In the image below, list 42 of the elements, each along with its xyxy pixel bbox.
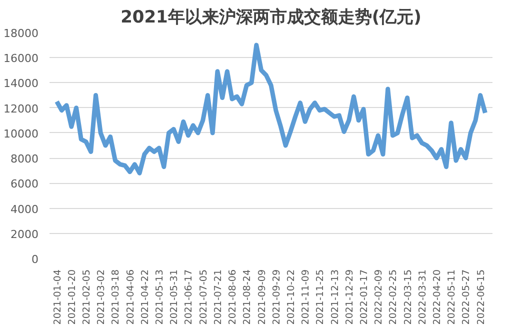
x-tick-label: 2021-11-09: [300, 269, 312, 325]
x-tick-label: 2021-12-13: [330, 269, 341, 325]
x-tick-label: 2021-11-25: [315, 269, 326, 325]
x-tick-label: 2022-06-15: [476, 269, 487, 325]
y-tick-label: 10000: [4, 127, 39, 140]
y-tick-label: 8000: [10, 152, 39, 166]
y-tick-label: 18000: [4, 27, 39, 40]
x-tick-label: 2021-10-22: [286, 269, 297, 325]
x-tick-label: 2021-09-09: [256, 269, 268, 325]
x-tick-label: 2021-07-05: [198, 269, 210, 325]
x-tick-label: 2022-03-15: [402, 269, 414, 325]
x-tick-label: 2022-04-20: [432, 269, 444, 325]
x-tick-label: 2021-03-18: [110, 269, 122, 325]
x-tick-label: 2021-01-20: [66, 269, 78, 325]
x-tick-label: 2022-03-31: [417, 269, 428, 325]
x-tick-label: 2021-12-29: [344, 269, 356, 325]
x-tick-label: 2021-06-17: [184, 269, 195, 325]
x-tick-label: 2021-05-31: [169, 269, 180, 325]
x-tick-label: 2022-05-27: [461, 269, 472, 325]
x-tick-label: 2021-04-22: [140, 269, 151, 325]
x-tick-label: 2022-05-11: [446, 269, 458, 325]
x-tick-label: 2021-07-21: [212, 269, 224, 325]
x-tick-label: 2021-04-06: [125, 269, 136, 325]
x-tick-label: 2022-02-25: [388, 269, 400, 325]
x-tick-label: 2022-02-09: [374, 269, 385, 325]
x-tick-label: 2021-01-04: [52, 269, 64, 325]
x-tick-label: 2021-05-13: [154, 269, 166, 325]
x-tick-label: 2021-03-02: [96, 269, 108, 325]
y-tick-label: 12000: [4, 102, 39, 116]
y-tick-label: 4000: [10, 202, 39, 216]
y-tick-label: 6000: [10, 178, 39, 191]
chart-title: 2021年以来沪深两市成交额走势(亿元): [120, 8, 422, 28]
y-tick-label: 14000: [4, 77, 39, 90]
x-tick-label: 2021-08-24: [242, 269, 254, 325]
y-tick-label: 2000: [10, 228, 39, 241]
y-tick-label: 0: [32, 253, 38, 266]
x-tick-label: 2021-08-06: [228, 269, 239, 325]
line-series: [54, 42, 488, 176]
x-tick-label: 2021-02-05: [82, 269, 93, 325]
x-tick-label: 2021-09-29: [271, 269, 282, 325]
x-tick-label: 2022-01-17: [358, 269, 370, 325]
y-tick-label: 16000: [4, 52, 39, 66]
